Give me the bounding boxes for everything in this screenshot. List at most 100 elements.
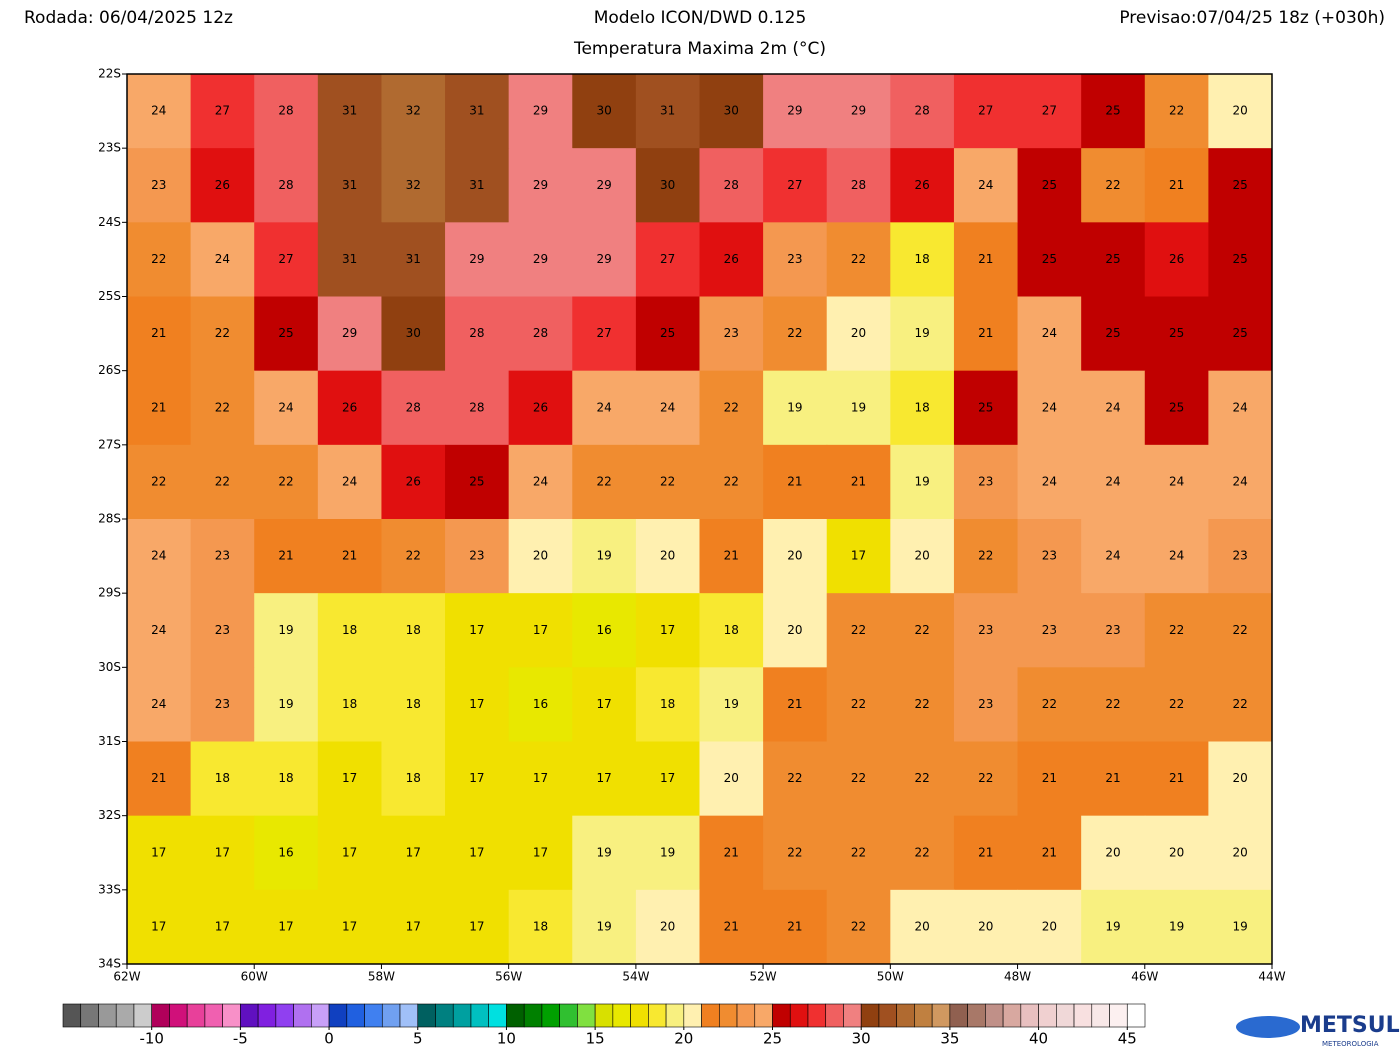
temp-value: 22: [215, 474, 230, 488]
temp-cell: [508, 74, 573, 149]
temp-cell: [254, 667, 319, 742]
temp-cell: [1081, 148, 1146, 223]
temp-cell: [699, 741, 764, 817]
temp-cell: [1081, 815, 1146, 891]
temp-cell: [381, 444, 446, 520]
temp-value: 19: [596, 549, 611, 563]
temp-value: 22: [1105, 178, 1120, 192]
temp-value: 22: [406, 549, 421, 563]
temp-value: 17: [342, 919, 357, 933]
colorbar-swatch: [1038, 1003, 1057, 1028]
temp-cell: [1144, 889, 1209, 965]
temp-cell: [635, 370, 700, 446]
temp-value: 22: [914, 697, 929, 711]
colorbar-swatch: [630, 1003, 649, 1028]
temp-value: 17: [406, 845, 421, 859]
temp-cell: [699, 889, 764, 965]
colorbar-label: 30: [852, 1030, 871, 1048]
temp-cell: [254, 148, 319, 223]
temp-value: 18: [278, 771, 293, 785]
colorbar-label: 40: [1029, 1030, 1048, 1048]
temp-cell: [127, 741, 192, 817]
temp-value: 27: [660, 252, 675, 266]
temp-value: 24: [1042, 474, 1057, 488]
temp-cell: [572, 593, 637, 668]
temp-value: 22: [278, 474, 293, 488]
x-tick-label: 52W: [750, 970, 777, 984]
temp-cell: [127, 444, 192, 520]
temp-cell: [1081, 370, 1146, 446]
temp-value: 17: [596, 771, 611, 785]
temp-cell: [826, 667, 891, 742]
temp-value: 22: [851, 845, 866, 859]
temp-value: 18: [533, 919, 548, 933]
temp-value: 18: [406, 771, 421, 785]
temp-value: 25: [1042, 252, 1057, 266]
temp-cell: [572, 296, 637, 372]
colorbar-swatch: [346, 1003, 365, 1028]
temp-value: 28: [278, 178, 293, 192]
temp-cell: [190, 222, 255, 297]
temp-cell: [317, 815, 382, 891]
temp-cell: [508, 667, 573, 742]
temp-cell: [953, 667, 1019, 742]
temp-cell: [190, 296, 255, 372]
temp-cell: [445, 296, 510, 372]
temp-value: 24: [1042, 400, 1057, 414]
temp-value: 17: [533, 623, 548, 637]
temp-value: 23: [151, 178, 166, 192]
temp-value: 26: [724, 252, 739, 266]
temp-cell: [635, 222, 700, 297]
y-tick-label: 28S: [98, 512, 121, 526]
temp-cell: [953, 222, 1019, 297]
temp-value: 20: [660, 549, 675, 563]
colorbar-label: 5: [413, 1030, 423, 1048]
temp-cell: [890, 296, 955, 372]
y-tick-label: 22S: [98, 67, 121, 81]
temp-value: 29: [533, 178, 548, 192]
temp-value: 20: [851, 326, 866, 340]
temp-value: 29: [851, 104, 866, 118]
colorbar-swatch: [364, 1003, 383, 1028]
temp-value: 19: [851, 400, 866, 414]
temp-value: 30: [406, 326, 421, 340]
temp-value: 21: [1169, 178, 1184, 192]
x-tick-label: 44W: [1258, 970, 1285, 984]
temp-cell: [127, 519, 192, 594]
temp-value: 24: [1233, 474, 1248, 488]
temp-value: 29: [787, 104, 802, 118]
temp-value: 22: [914, 623, 929, 637]
temp-value: 18: [914, 400, 929, 414]
temp-cell: [1081, 74, 1146, 149]
temp-value: 17: [851, 549, 866, 563]
colorbar-swatch: [754, 1003, 773, 1028]
temp-cell: [1208, 667, 1273, 742]
temp-cell: [445, 370, 510, 446]
temp-cell: [953, 148, 1019, 223]
temp-value: 31: [342, 252, 357, 266]
colorbar-swatch: [860, 1003, 880, 1028]
temp-value: 22: [724, 400, 739, 414]
temp-value: 22: [914, 771, 929, 785]
temp-cell: [572, 667, 637, 742]
temp-value: 24: [151, 104, 166, 118]
temp-cell: [445, 148, 510, 223]
temp-value: 17: [469, 919, 484, 933]
temp-cell: [317, 519, 382, 594]
colorbar-swatch: [222, 1003, 241, 1028]
temp-cell: [445, 593, 510, 668]
temp-value: 21: [787, 919, 802, 933]
temp-cell: [190, 667, 255, 742]
temp-cell: [890, 222, 955, 297]
temp-value: 30: [596, 104, 611, 118]
temp-value: 22: [1233, 623, 1248, 637]
temp-cell: [190, 74, 255, 149]
temp-value: 23: [215, 549, 230, 563]
temp-value: 17: [342, 771, 357, 785]
temp-value: 28: [533, 326, 548, 340]
temp-value: 18: [215, 771, 230, 785]
temp-value: 28: [469, 400, 484, 414]
temp-cell: [381, 519, 446, 594]
temp-value: 23: [978, 623, 993, 637]
temp-value: 21: [151, 771, 166, 785]
